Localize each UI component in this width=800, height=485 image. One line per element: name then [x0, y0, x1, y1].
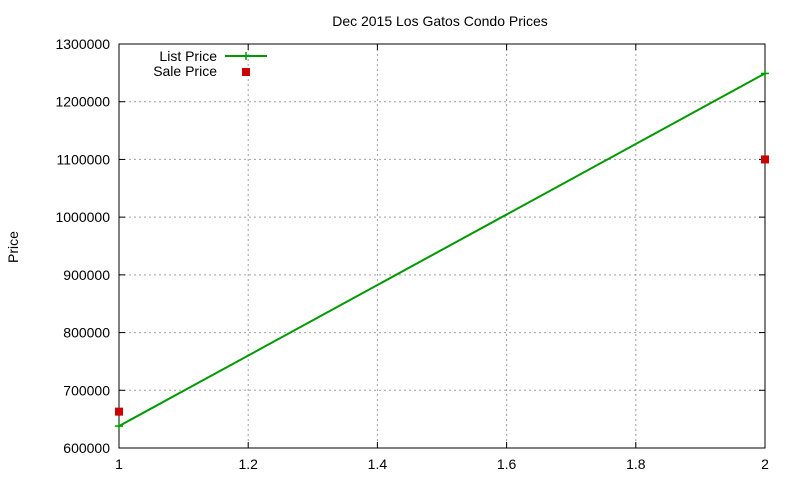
- y-tick-label: 800000: [63, 325, 110, 341]
- legend-sample-sale-price: [242, 68, 250, 76]
- plot-frame: [118, 43, 766, 449]
- data-point-list-price: [761, 69, 769, 78]
- y-tick-label: 1000000: [55, 209, 110, 225]
- data-point-list-price: [115, 422, 123, 431]
- legend-label-list-price: List Price: [159, 48, 217, 64]
- x-tick-label: 2: [761, 456, 769, 472]
- grid: [119, 44, 765, 448]
- y-tick-label: 1100000: [57, 151, 111, 167]
- series: [115, 69, 769, 431]
- y-tick-label: 900000: [63, 267, 110, 283]
- x-tick-label: 1.4: [368, 456, 388, 472]
- data-point-sale-price: [115, 407, 123, 416]
- y-tick-label: 1300000: [55, 36, 110, 52]
- x-tick-label: 1.6: [497, 456, 517, 472]
- axis-ticks: 1 1.2 1.4 1.6 1.8 2 600000 700000 800000 900000 10…: [55, 36, 769, 472]
- legend-label-sale-price: Sale Price: [153, 63, 217, 79]
- x-tick-label: 1: [115, 456, 123, 472]
- chart-title: Dec 2015 Los Gatos Condo Prices: [332, 13, 548, 29]
- data-point-sale-price: [761, 155, 769, 164]
- x-tick-label: 1.8: [626, 456, 646, 472]
- y-tick-label: 600000: [63, 440, 110, 456]
- legend: List Price Sale Price: [153, 48, 267, 79]
- y-tick-label: 700000: [63, 382, 110, 398]
- series-line-list-price: [118, 72, 766, 427]
- x-tick-label: 1.2: [238, 456, 258, 472]
- y-tick-label: 1200000: [55, 94, 110, 110]
- y-axis-label: Price: [5, 231, 21, 263]
